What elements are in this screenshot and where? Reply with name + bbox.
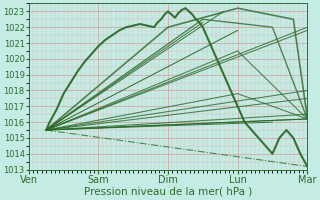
X-axis label: Pression niveau de la mer( hPa ): Pression niveau de la mer( hPa ): [84, 187, 252, 197]
